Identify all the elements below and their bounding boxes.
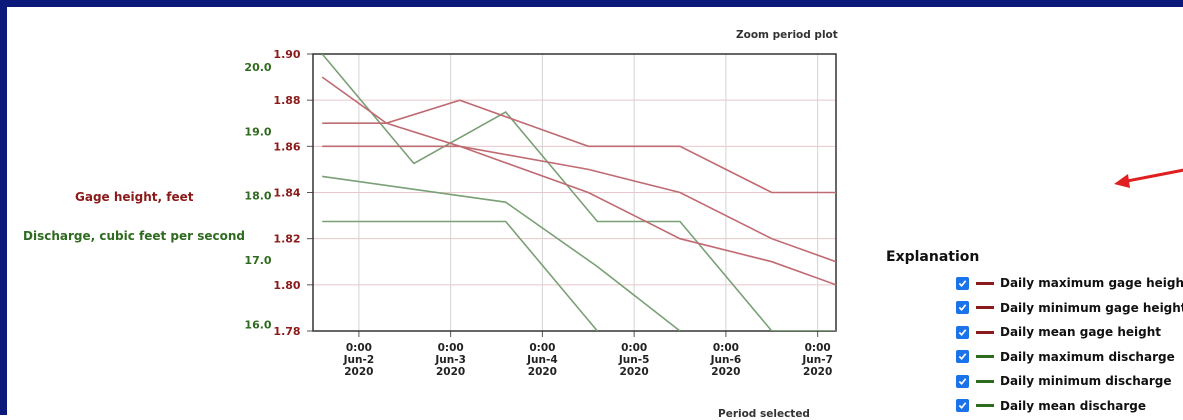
legend-item[interactable]: Daily mean discharge bbox=[956, 398, 1146, 414]
gage-series-line-3 bbox=[321, 76, 836, 263]
gage-series-line-2 bbox=[322, 145, 836, 286]
y-discharge-tick-label: 17.0 bbox=[244, 254, 271, 267]
y-left-tick-label: 1.80 bbox=[273, 279, 300, 292]
x-tick-date: Jun-2 bbox=[343, 354, 375, 366]
legend-swatch bbox=[976, 330, 994, 334]
discharge-series-line-3 bbox=[322, 175, 681, 331]
y-left-tick-label: 1.82 bbox=[273, 233, 300, 246]
x-tick-date: Jun-5 bbox=[618, 354, 650, 366]
discharge-axis-title: Discharge, cubic feet per second bbox=[23, 229, 246, 243]
legend-checkbox[interactable] bbox=[956, 374, 969, 388]
x-tick-year: 2020 bbox=[528, 366, 557, 378]
y-discharge-tick-label: 19.0 bbox=[244, 125, 271, 138]
x-tick-year: 2020 bbox=[344, 366, 373, 378]
legend-title: Explanation bbox=[886, 249, 980, 265]
x-tick-year: 2020 bbox=[711, 366, 740, 378]
x-tick-date: Jun-4 bbox=[526, 354, 558, 366]
x-tick-time: 0:00 bbox=[621, 342, 647, 354]
legend-swatch bbox=[976, 281, 994, 285]
discharge-series-line-2 bbox=[322, 220, 599, 331]
legend-item[interactable]: Daily minimum discharge bbox=[956, 373, 1172, 389]
legend-swatch bbox=[976, 404, 994, 407]
x-tick-time: 0:00 bbox=[438, 342, 464, 354]
legend-item[interactable]: Daily minimum gage height bbox=[956, 300, 1183, 316]
legend-checkbox[interactable] bbox=[956, 399, 969, 412]
y-left-tick-label: 1.78 bbox=[273, 325, 300, 338]
legend-swatch bbox=[976, 306, 994, 309]
y-left-tick-label: 1.84 bbox=[273, 187, 300, 200]
red-arrow-icon bbox=[1114, 168, 1183, 188]
legend-swatch bbox=[976, 355, 994, 358]
x-tick-year: 2020 bbox=[803, 366, 832, 378]
y-left-tick-label: 1.88 bbox=[273, 94, 300, 107]
x-tick-year: 2020 bbox=[436, 366, 465, 378]
legend-item-label: Daily minimum gage height bbox=[1000, 300, 1183, 315]
legend: Explanation Daily maximum gage height Dai… bbox=[886, 249, 1183, 413]
x-tick-time: 0:00 bbox=[529, 342, 555, 354]
y-discharge-tick-label: 20.0 bbox=[244, 61, 271, 74]
legend-item-label: Daily maximum gage height bbox=[1000, 276, 1183, 290]
y-left-tick-label: 1.86 bbox=[273, 140, 300, 153]
x-tick-year: 2020 bbox=[620, 366, 649, 378]
legend-checkbox[interactable] bbox=[956, 350, 969, 363]
legend-checkbox[interactable] bbox=[956, 325, 969, 339]
x-tick-date: Jun-6 bbox=[710, 354, 742, 366]
legend-item-label: Daily mean gage height bbox=[1000, 325, 1162, 339]
y-discharge-tick-label: 16.0 bbox=[244, 319, 271, 332]
x-tick-time: 0:00 bbox=[346, 342, 372, 354]
legend-item[interactable]: Daily mean gage height bbox=[956, 324, 1161, 340]
legend-item-label: Daily mean discharge bbox=[1000, 398, 1146, 413]
period-selected-label: Period selected bbox=[718, 408, 810, 420]
y-discharge-tick-label: 18.0 bbox=[244, 190, 271, 203]
x-tick-date: Jun-3 bbox=[434, 354, 466, 366]
legend-checkbox[interactable] bbox=[956, 301, 969, 314]
x-tick-date: Jun-7 bbox=[801, 354, 833, 366]
legend-swatch bbox=[976, 379, 994, 383]
x-tick-time: 0:00 bbox=[713, 342, 739, 354]
legend-item[interactable]: Daily maximum gage height bbox=[956, 275, 1183, 291]
legend-item[interactable]: Daily maximum discharge bbox=[956, 349, 1175, 365]
legend-checkbox[interactable] bbox=[956, 276, 969, 290]
y-left-tick-label: 1.90 bbox=[273, 48, 300, 61]
zoom-period-label: Zoom period plot bbox=[736, 29, 838, 41]
gage-axis-title: Gage height, feet bbox=[75, 190, 194, 204]
x-tick-time: 0:00 bbox=[805, 342, 831, 354]
discharge-series-line-1 bbox=[321, 54, 836, 331]
legend-item-label: Daily minimum discharge bbox=[1000, 374, 1172, 388]
legend-item-label: Daily maximum discharge bbox=[1000, 349, 1175, 364]
